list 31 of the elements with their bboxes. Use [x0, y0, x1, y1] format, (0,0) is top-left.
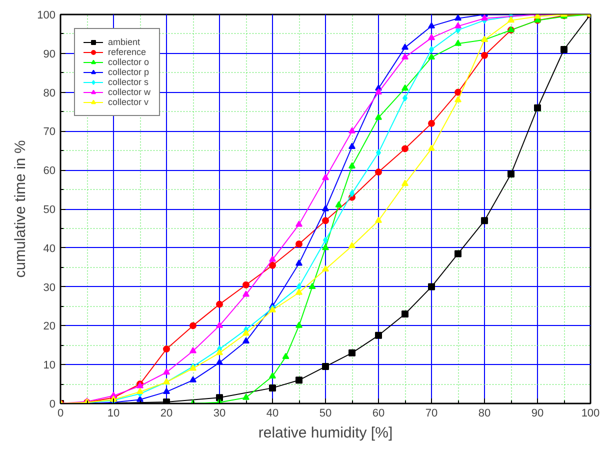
x-tick-label: 30 [213, 408, 226, 420]
y-tick-label: 60 [43, 165, 56, 178]
legend-label: collector s [108, 77, 149, 87]
x-tick-label: 40 [266, 408, 279, 420]
y-tick-label: 80 [43, 87, 56, 100]
legend-label: ambient [108, 37, 140, 47]
x-tick-label: 100 [581, 408, 600, 420]
x-tick-label: 0 [57, 408, 64, 420]
y-tick-label: 40 [43, 242, 56, 255]
y-tick-label: 20 [43, 320, 56, 333]
y-tick-label: 90 [43, 48, 56, 60]
legend-label: collector v [108, 97, 149, 107]
x-tick-label: 20 [160, 408, 173, 420]
x-axis-title: relative humidity [%] [258, 424, 393, 442]
legend-label: reference [108, 47, 146, 57]
x-tick-label: 50 [319, 408, 332, 420]
x-tick-label: 70 [425, 408, 438, 420]
y-tick-label: 30 [43, 282, 56, 294]
legend-label: collector w [108, 87, 151, 97]
y-tick-label: 50 [43, 204, 56, 216]
x-tick-label: 90 [531, 408, 544, 420]
x-tick-label: 80 [478, 408, 491, 420]
x-tick-label: 10 [107, 408, 120, 420]
x-tick-label: 60 [372, 408, 385, 420]
legend-label: collector o [108, 57, 150, 67]
y-tick-label: 100 [37, 10, 56, 22]
y-tick-label: 0 [49, 398, 56, 410]
y-tick-label: 10 [43, 360, 56, 372]
y-tick-label: 70 [43, 126, 56, 138]
legend-label: collector p [108, 67, 150, 77]
y-axis-title: cumulative time in % [12, 140, 30, 278]
